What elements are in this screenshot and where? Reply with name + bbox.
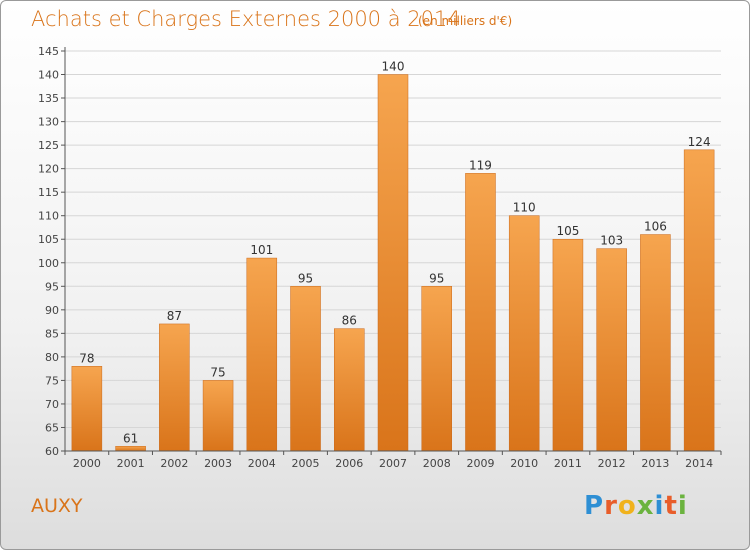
y-tick-label: 80 (45, 351, 59, 364)
bar-2007 (377, 74, 409, 452)
bar-2009 (465, 173, 496, 452)
x-tick-label-2005: 2005 (292, 457, 320, 470)
bar-2003 (202, 380, 234, 452)
data-label-2006: 86 (342, 314, 357, 328)
y-tick-label: 75 (45, 374, 59, 387)
y-tick-label: 60 (45, 445, 59, 458)
y-tick-label: 95 (45, 280, 59, 293)
bar-2008 (421, 286, 452, 452)
data-label-2003: 75 (210, 365, 225, 379)
x-tick-label-2013: 2013 (641, 457, 669, 470)
x-tick-label-2004: 2004 (248, 457, 276, 470)
y-tick-label: 65 (45, 421, 59, 434)
data-label-2007: 140 (382, 60, 405, 74)
x-tick-label-2014: 2014 (685, 457, 713, 470)
x-tick-label-2000: 2000 (73, 457, 101, 470)
x-tick-label-2008: 2008 (423, 457, 451, 470)
logo-letter: i (677, 491, 688, 521)
data-label-2005: 95 (298, 271, 313, 285)
data-label-2000: 78 (79, 351, 94, 365)
y-tick-label: 70 (45, 398, 59, 411)
y-tick-label: 105 (38, 233, 59, 246)
proxiti-logo: Proxiti (584, 491, 688, 521)
x-tick-label-2012: 2012 (598, 457, 626, 470)
x-tick-label-2010: 2010 (510, 457, 538, 470)
bar-2002 (159, 323, 190, 452)
logo-letter: r (604, 491, 618, 521)
logo-letter: t (664, 491, 678, 521)
place-name: AUXY (31, 495, 83, 517)
logo-letter: o (617, 491, 637, 521)
data-label-2012: 103 (600, 234, 623, 248)
bar-2004 (246, 257, 278, 452)
x-tick-label-2001: 2001 (117, 457, 145, 470)
y-tick-label: 130 (38, 116, 59, 129)
data-label-2011: 105 (556, 224, 579, 238)
bar-2010 (508, 215, 540, 452)
data-label-2009: 119 (469, 158, 492, 172)
y-tick-label: 140 (38, 69, 59, 82)
logo-letter: P (584, 491, 605, 521)
bar-2000 (71, 366, 103, 452)
bar-2006 (334, 328, 365, 452)
axis-layer: 60 65 70 75 80 85 90 95 100 105 110 115 120 125 130 135… (38, 45, 722, 470)
chart-subtitle: (en milliers d'€) (418, 14, 513, 28)
data-label-2008: 95 (429, 271, 444, 285)
bar-layer: 78 61 87 75 101 95 86 140 95 119 110 105 103 106 124 (71, 60, 715, 452)
y-tick-label: 100 (38, 257, 59, 270)
y-tick-label: 120 (38, 163, 59, 176)
logo-letter: i (654, 491, 665, 521)
y-tick-label: 90 (45, 304, 59, 317)
bar-2014 (683, 149, 715, 452)
bar-2001 (115, 446, 146, 452)
x-tick-label-2003: 2003 (204, 457, 232, 470)
logo-letter: x (636, 491, 655, 521)
x-tick-label-2011: 2011 (554, 457, 582, 470)
chart-title: Achats et Charges Externes 2000 à 2014 (31, 7, 461, 31)
y-tick-label: 135 (38, 92, 59, 105)
data-label-2014: 124 (688, 135, 711, 149)
bar-2012 (596, 248, 627, 452)
x-tick-label-2002: 2002 (160, 457, 188, 470)
y-tick-label: 110 (38, 210, 59, 223)
data-label-2001: 61 (123, 431, 138, 445)
data-label-2010: 110 (513, 201, 536, 215)
y-tick-label: 115 (38, 186, 59, 199)
y-tick-label: 85 (45, 327, 59, 340)
bar-2013 (640, 234, 671, 452)
x-tick-label-2007: 2007 (379, 457, 407, 470)
bar-2011 (552, 238, 584, 452)
x-tick-label-2006: 2006 (335, 457, 363, 470)
y-tick-label: 145 (38, 45, 59, 58)
y-tick-label: 125 (38, 139, 59, 152)
x-tick-label-2009: 2009 (466, 457, 494, 470)
data-label-2013: 106 (644, 220, 667, 234)
data-label-2002: 87 (167, 309, 182, 323)
data-label-2004: 101 (250, 243, 273, 257)
bar-2005 (290, 286, 321, 452)
